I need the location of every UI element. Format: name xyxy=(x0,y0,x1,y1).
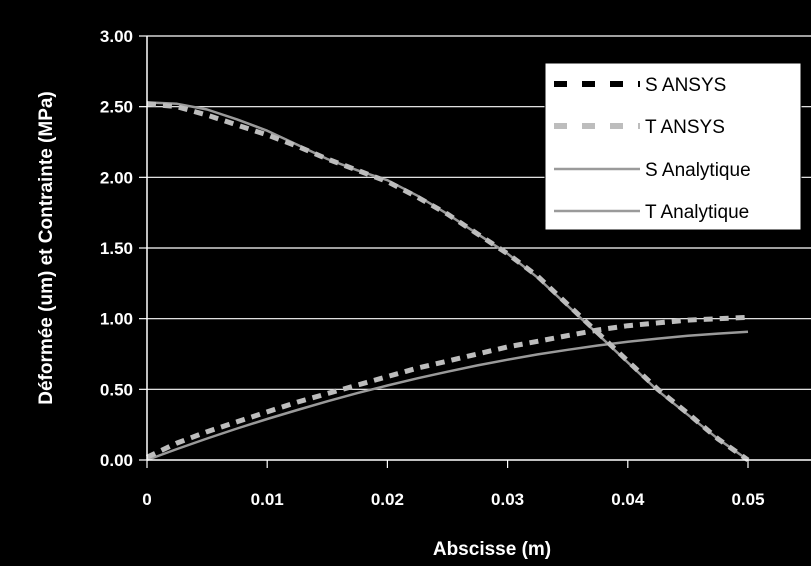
legend-label-2: S Analytique xyxy=(645,160,751,181)
y-tick-label-1: 0.50 xyxy=(100,380,133,399)
y-tick-labels: 0.00 0.50 1.00 1.50 2.00 2.50 3.00 xyxy=(100,27,133,470)
y-tick-label-0: 0.00 xyxy=(100,451,133,470)
x-tick-label-1: 0.01 xyxy=(251,490,284,509)
y-tick-label-2: 1.00 xyxy=(100,310,133,329)
legend-label-1: T ANSYS xyxy=(645,117,725,138)
x-tick-label-2: 0.02 xyxy=(371,490,404,509)
y-tick-label-3: 1.50 xyxy=(100,239,133,258)
legend-label-3: T Analytique xyxy=(645,202,749,223)
y-tick-label-6: 3.00 xyxy=(100,27,133,46)
x-axis-title: Abscisse (m) xyxy=(433,539,551,560)
legend-box xyxy=(544,62,802,231)
y-tick-label-5: 2.50 xyxy=(100,98,133,117)
x-tick-label-3: 0.03 xyxy=(491,490,524,509)
x-tick-label-4: 0.04 xyxy=(611,490,645,509)
x-tick-labels: 0 0.01 0.02 0.03 0.04 0.05 xyxy=(142,490,764,509)
axes xyxy=(139,35,811,468)
y-tick-label-4: 2.00 xyxy=(100,168,133,187)
x-tick-label-0: 0 xyxy=(142,490,151,509)
series-line-s-analytique xyxy=(146,330,749,462)
series-line-s-ansys xyxy=(145,314,749,460)
gridlines xyxy=(147,35,811,390)
series-layer xyxy=(145,101,750,463)
x-tick-label-5: 0.05 xyxy=(731,490,764,509)
legend: S ANSYS T ANSYS S Analytique T Analytique xyxy=(544,62,802,231)
legend-label-0: S ANSYS xyxy=(645,75,726,96)
y-axis-title: Déformée (um) et Contrainte (MPa) xyxy=(36,91,57,405)
series-line-t-ansys xyxy=(146,101,750,463)
